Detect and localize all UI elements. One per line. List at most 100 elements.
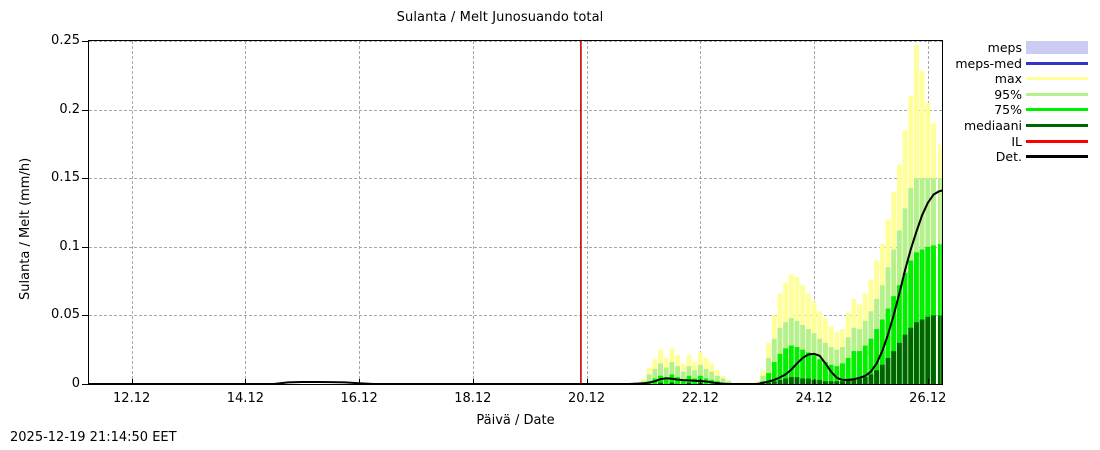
bar [686, 382, 692, 384]
bar [862, 345, 868, 384]
series-layer [89, 41, 942, 384]
x-axis-tick-label: 22.12 [681, 391, 719, 406]
plot-area [88, 40, 943, 385]
bar [896, 285, 902, 384]
bar [783, 378, 789, 384]
bar [714, 375, 720, 384]
x-axis-tick-label: 26.12 [909, 391, 947, 406]
bar [822, 362, 828, 384]
bar [879, 364, 885, 384]
x-axis-tick-mark [472, 379, 474, 385]
bar [913, 252, 919, 384]
det-line [89, 189, 942, 384]
legend-swatch [1026, 123, 1088, 127]
bar [937, 244, 941, 384]
y-axis-tick-mark [82, 178, 88, 180]
bar [777, 379, 783, 384]
gridline-horizontal [89, 41, 942, 42]
x-axis-tick-mark [245, 379, 247, 385]
bar [720, 378, 726, 384]
x-axis-tick-mark [700, 379, 702, 385]
bar [646, 374, 652, 384]
y-axis-label: Sulanta / Melt (mm/h) [18, 157, 33, 300]
x-axis-tick-mark [927, 379, 929, 385]
timestamp: 2025-12-19 21:14:50 EET [10, 430, 177, 445]
bar [652, 368, 658, 384]
x-axis-tick-mark [359, 379, 361, 385]
legend-label: max [994, 71, 1022, 87]
bar [669, 382, 675, 384]
gridline-vertical [359, 41, 361, 384]
bar [845, 379, 851, 384]
x-axis-tick-label: 14.12 [226, 391, 264, 406]
bar [902, 334, 908, 384]
bar [817, 379, 823, 384]
bar [641, 378, 646, 384]
bar [760, 375, 766, 384]
bar [686, 366, 692, 384]
bar [697, 364, 703, 384]
bar [896, 342, 902, 384]
y-axis-tick-mark [82, 246, 88, 248]
chart-title: Sulanta / Melt Junosuando total [396, 10, 604, 25]
bar [908, 260, 914, 384]
legend-item: meps-med [955, 56, 1100, 72]
bar [931, 245, 936, 384]
bar [771, 362, 777, 384]
bar [658, 363, 663, 384]
bar [800, 378, 806, 384]
bar [845, 357, 851, 384]
legend: meps meps-med max 95% 75% mediaani IL Det. [955, 40, 1100, 165]
legend-swatch [1026, 155, 1088, 159]
bar [891, 296, 897, 384]
legend-swatch [1026, 108, 1088, 112]
x-axis-label: Päivä / Date [476, 413, 555, 428]
gridline-vertical [700, 41, 702, 384]
legend-swatch [1026, 92, 1088, 96]
bar [805, 378, 811, 384]
bar [919, 249, 925, 384]
bar [908, 327, 914, 384]
legend-label: 75% [994, 102, 1022, 118]
bar [771, 381, 777, 384]
y-axis-tick-mark [82, 315, 88, 317]
x-axis-tick-mark [814, 379, 816, 385]
bar [788, 377, 794, 384]
x-axis-tick-label: 16.12 [340, 391, 378, 406]
bar [811, 379, 817, 384]
plot-clip [89, 41, 942, 384]
gridline-vertical [814, 41, 816, 384]
bar [940, 315, 942, 384]
legend-item: Det. [960, 149, 1100, 165]
bar [800, 349, 806, 384]
bar [766, 357, 771, 384]
legend-label: Det. [995, 149, 1022, 165]
bar [663, 378, 669, 384]
bar [828, 381, 834, 384]
x-axis-tick-label: 12.12 [113, 391, 151, 406]
bar [891, 351, 897, 384]
bar [726, 381, 732, 384]
bar [822, 381, 828, 384]
bar [777, 353, 783, 384]
y-axis-tick-label: 0.05 [51, 307, 80, 323]
y-axis-tick-label: 0.25 [51, 33, 80, 48]
bar [902, 272, 908, 384]
bar [840, 381, 845, 384]
legend-label: mediaani [964, 117, 1022, 133]
bar [857, 378, 862, 384]
bar [885, 308, 891, 384]
bar [868, 338, 874, 384]
bar [663, 367, 669, 384]
bar [885, 357, 891, 384]
bar [794, 377, 800, 384]
legend-item: meps [960, 40, 1100, 56]
bar [851, 378, 857, 384]
gridline-vertical [472, 41, 474, 384]
bar [766, 382, 771, 384]
bar [862, 377, 868, 384]
legend-label: meps [987, 40, 1022, 55]
y-axis-tick-label: 0.2 [59, 101, 80, 117]
y-axis-tick-mark [82, 384, 88, 385]
x-axis-tick-mark [586, 379, 588, 385]
